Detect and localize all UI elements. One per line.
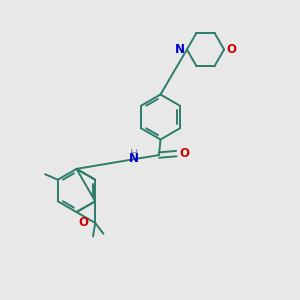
Text: O: O xyxy=(179,147,189,160)
Text: N: N xyxy=(129,152,139,165)
Text: O: O xyxy=(78,216,88,229)
Text: H: H xyxy=(130,148,138,159)
Text: N: N xyxy=(175,43,184,56)
Text: O: O xyxy=(226,43,236,56)
